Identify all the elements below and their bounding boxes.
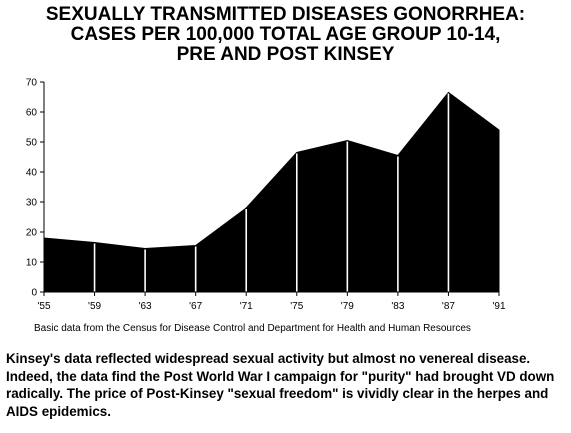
caption-text: Kinsey's data reflected widespread sexua… [6, 351, 555, 419]
data-area [43, 91, 500, 293]
x-tick-label: '67 [189, 301, 202, 312]
chart-title-line-2: CASES PER 100,000 TOTAL AGE GROUP 10-14, [70, 24, 501, 45]
chart-title: SEXUALLY TRANSMITTED DISEASES GONORRHEA:… [0, 5, 571, 65]
y-tick-label: 40 [26, 168, 38, 179]
y-axis: 0 10 20 30 40 50 60 70 [26, 78, 45, 299]
x-tick-label: '91 [492, 301, 505, 312]
y-tick-label: 0 [31, 288, 37, 299]
y-tick-label: 60 [26, 108, 38, 119]
x-axis: '55 '59 '63 '67 '71 '75 '79 '83 '87 '91 [37, 291, 506, 312]
x-tick-label: '87 [442, 301, 455, 312]
x-tick-label: '79 [341, 301, 354, 312]
x-tick-label: '59 [88, 301, 101, 312]
y-tick-label: 10 [26, 258, 38, 269]
x-tick-label: '63 [139, 301, 152, 312]
x-tick-label: '75 [290, 301, 303, 312]
y-tick-label: 70 [26, 78, 38, 89]
chart-title-line-3: PRE AND POST KINSEY [176, 44, 395, 65]
y-tick-label: 50 [26, 138, 38, 149]
chart-title-line-1: SEXUALLY TRANSMITTED DISEASES GONORRHEA: [45, 4, 526, 25]
x-tick-label: '55 [37, 301, 50, 312]
plot-area [43, 91, 500, 293]
source-note: Basic data from the Census for Disease C… [34, 323, 471, 334]
x-tick-label: '83 [391, 301, 404, 312]
area-chart: 0 10 20 30 40 50 60 70 '55 '59 '63 '67 '71 '75 '79 '83… [26, 78, 506, 313]
y-tick-label: 30 [26, 198, 38, 209]
y-tick-label: 20 [26, 228, 38, 239]
x-tick-label: '71 [240, 301, 253, 312]
